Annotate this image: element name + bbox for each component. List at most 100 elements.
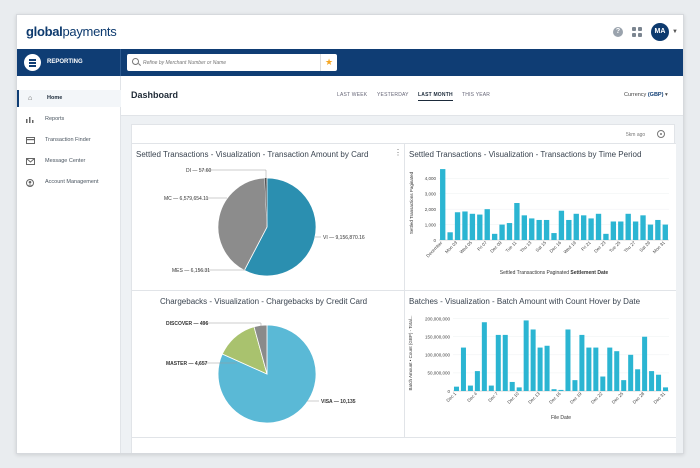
x-tick-label: Dec 28 [632,391,646,405]
widget-title: Chargebacks - Visualization - Chargeback… [160,297,368,306]
bar [593,347,599,391]
kebab-menu-icon[interactable]: ⋮ [394,148,402,157]
bar [467,385,473,391]
widget-row-empty [132,437,676,453]
help-icon[interactable]: ? [613,27,623,37]
favorites-star-icon[interactable]: ★ [320,54,337,71]
bar [488,385,494,391]
bar [588,218,594,240]
bar [586,347,592,391]
x-tick-label: Fri 07 [476,240,488,252]
bar [647,224,654,240]
x-tick-label: Sat 15 [535,240,548,253]
sidebar-item-home[interactable]: ⌂ Home [17,90,121,107]
x-tick-label: Dec 31 [653,391,667,405]
currency-selector[interactable]: Currency (GBP) ▾ [624,92,668,98]
search-input[interactable] [143,54,313,71]
settings-icon[interactable] [657,130,665,138]
tab-this-year[interactable]: THIS YEAR [462,92,491,98]
logo[interactable]: globalpayments [26,24,117,39]
main-content: Dashboard LAST WEEK YESTERDAY LAST MONTH… [121,76,683,453]
avatar[interactable]: MA [651,23,669,41]
y-tick-label: 200,000,000 [425,316,451,321]
bar [572,380,578,391]
x-axis-label: Settled Transactions Paginated Settlemen… [500,270,609,276]
x-tick-label: Dec 7 [487,391,499,403]
bar [558,389,564,391]
bar [640,215,646,240]
bar [484,209,490,240]
pie-label-master: MASTER — 4,657 [166,361,208,367]
x-tick-label: Tue 11 [505,240,518,253]
x-tick-label: Tue 25 [608,240,622,254]
sidebar-item-message-center[interactable]: Message Center [17,153,121,170]
bar [551,233,557,240]
widget-transaction-amount-by-card: Settled Transactions - Visualization - T… [132,143,404,290]
tab-yesterday[interactable]: YESTERDAY [377,92,409,98]
bar [566,219,572,240]
y-tick-label: 50,000,000 [427,371,450,376]
bar [579,334,585,391]
bar [603,233,609,240]
sidebar-item-transaction-finder[interactable]: Transaction Finder [17,132,121,149]
top-bar: globalpayments ? MA ▼ [17,15,683,49]
user-circle-icon [26,179,34,187]
pie-slice-vi [243,177,317,277]
bar [655,219,661,240]
bar [635,369,641,391]
sidebar-item-label: Reports [45,116,65,122]
y-axis-label: Settled Transactions Paginated [409,171,414,234]
bar [447,232,453,240]
bar [618,221,624,240]
widget-title: Settled Transactions - Visualization - T… [409,150,642,159]
bar [632,221,639,240]
bar [440,169,446,240]
app-window: globalpayments ? MA ▼ REPORTING ★ ⌂ Home [16,14,684,454]
bar [656,374,662,391]
bar [649,371,655,391]
bar [537,347,543,391]
pie-slice-mc [217,177,268,271]
x-tick-label: Dec 4 [466,391,478,403]
tab-last-month[interactable]: LAST MONTH [418,92,453,101]
tab-last-week[interactable]: LAST WEEK [337,92,368,98]
bar [600,376,606,391]
pie-label-mc: MC — 6,579,654.11 [164,196,209,202]
dashboard-panel: 5km ago Settled Transactions - Visualiza… [131,124,676,453]
apps-grid-icon[interactable] [632,27,642,37]
x-tick-label: Dec 19 [569,391,583,405]
bar [502,334,508,391]
x-tick-label: Dec 23 [593,240,607,254]
x-tick-label: Dec 10 [506,391,520,405]
bar [610,221,617,240]
bar [506,223,513,240]
bar [469,213,476,240]
y-tick-label: 150,000,000 [425,335,451,340]
bar [607,347,613,391]
x-tick-label: Dec 16 [549,240,563,254]
chevron-down-icon[interactable]: ▼ [672,29,678,35]
x-tick-label: Thu 27 [623,240,637,254]
y-axis-label: Batch Amount • Count (GBP) - Total... [408,315,413,390]
reporting-icon [24,54,41,71]
widget-title: Settled Transactions - Visualization - T… [136,150,369,159]
bar [544,345,550,391]
bar [565,329,571,391]
y-tick-label: 3,000 [425,192,437,197]
reporting-label: REPORTING [47,59,83,65]
x-tick-label: Dec 16 [548,391,562,405]
bar [558,210,565,240]
pie-slice-master [221,326,268,375]
app-bar: REPORTING ★ [17,49,683,76]
sidebar-item-label: Account Management [45,179,99,185]
sidebar-item-reports[interactable]: Reports [17,111,121,128]
y-tick-label: 4,000 [425,176,437,181]
sidebar-item-account-management[interactable]: Account Management [17,174,121,191]
bar [454,212,461,240]
bar [536,219,542,240]
x-tick-label: Mon 03 [444,240,459,255]
pie-label-mes: MES — 6,156.31 [172,268,210,274]
card-icon [26,137,35,144]
reporting-section[interactable]: REPORTING [17,49,121,76]
bar [491,233,498,240]
